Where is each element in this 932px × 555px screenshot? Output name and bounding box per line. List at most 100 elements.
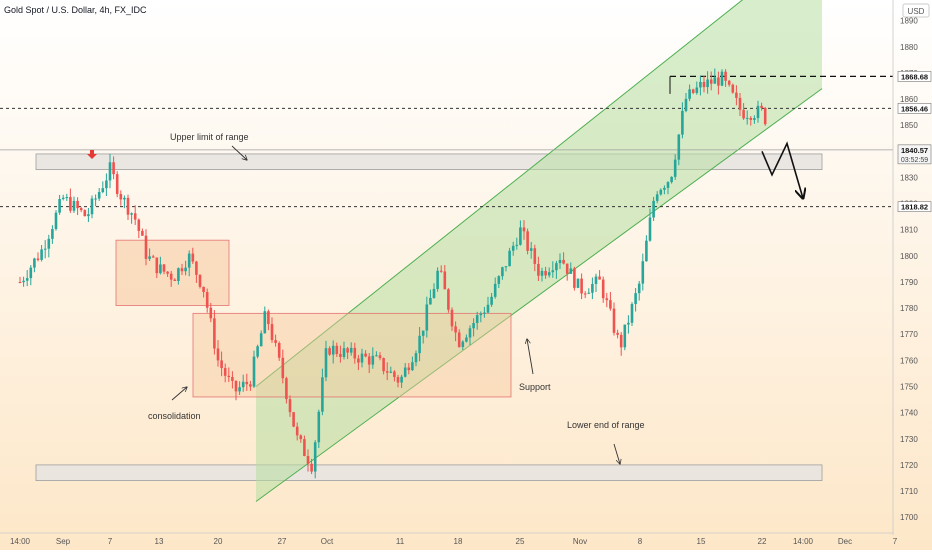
candle-body <box>479 313 483 316</box>
candle <box>724 69 727 87</box>
candle <box>321 368 324 416</box>
candle-body <box>475 315 479 323</box>
candle-body <box>205 292 209 308</box>
candle <box>148 248 151 261</box>
candle <box>522 220 526 240</box>
annotation-arrow <box>527 339 534 375</box>
candle-body <box>522 227 526 232</box>
candle <box>529 241 533 259</box>
candle <box>83 209 87 217</box>
candle <box>479 311 483 323</box>
candle-body <box>148 256 151 259</box>
candle <box>587 288 591 295</box>
candle <box>173 278 177 281</box>
candle-body <box>40 249 43 260</box>
candle-body <box>609 300 612 309</box>
candle-body <box>666 182 670 188</box>
candle <box>259 330 263 347</box>
candle <box>475 311 479 330</box>
candle <box>490 292 493 307</box>
candle-body <box>634 293 637 305</box>
candle <box>90 195 94 219</box>
candle-body <box>213 318 216 349</box>
candle <box>342 341 346 360</box>
candle <box>97 187 101 201</box>
candle-body <box>335 345 339 354</box>
candle <box>655 191 659 204</box>
candle-body <box>173 279 177 281</box>
candle <box>346 347 349 360</box>
candle <box>659 188 663 196</box>
candle-body <box>378 355 382 359</box>
candle <box>551 261 555 278</box>
candle <box>382 357 385 375</box>
price-tick-label: 1710 <box>900 487 918 496</box>
projection-path <box>761 141 803 198</box>
candle-body <box>177 268 180 281</box>
candle-body <box>389 371 393 373</box>
candle-body <box>742 109 745 119</box>
candle <box>115 171 119 198</box>
candle <box>432 283 436 299</box>
candle-body <box>465 337 468 342</box>
candle-body <box>198 274 202 287</box>
candle <box>303 435 306 457</box>
price-label-badge: 1818.82 <box>897 201 932 212</box>
currency-badge[interactable]: USD <box>902 3 930 18</box>
candle-body <box>681 110 684 135</box>
candle-body <box>371 355 375 365</box>
candle <box>353 342 357 364</box>
price-label-box <box>897 201 932 212</box>
candle <box>105 173 108 197</box>
price-tick-label: 1780 <box>900 304 918 313</box>
candle-body <box>490 296 493 305</box>
candle <box>454 321 457 342</box>
candle-body <box>436 270 439 289</box>
candle-body <box>648 217 652 241</box>
candle <box>288 395 292 417</box>
candle <box>645 235 648 262</box>
candle <box>33 257 36 273</box>
time-axis[interactable]: 14:00 Sep 7 13 20 27 Oct 11 18 25 Nov 8 15 22 14:00 Dec… <box>0 532 898 546</box>
candle-body <box>547 272 551 276</box>
candle-body <box>630 304 634 323</box>
candle <box>403 363 407 378</box>
candle <box>61 194 65 201</box>
candle-body <box>382 358 385 372</box>
candle-body <box>202 286 205 293</box>
candle <box>252 350 256 389</box>
candle-body <box>270 324 274 341</box>
candle-body <box>454 326 457 333</box>
candle <box>706 71 709 94</box>
candle-body <box>241 381 245 388</box>
horizontal-levels <box>0 75 893 208</box>
candle <box>605 292 609 308</box>
candle-body <box>58 199 61 213</box>
candle-body <box>670 176 673 183</box>
candle-body <box>407 367 411 371</box>
candle <box>684 93 688 113</box>
candle-body <box>76 200 79 209</box>
price-axis[interactable]: 1700 1710 1720 1730 1740 1750 1760 1770 1780 1790… <box>892 0 918 535</box>
annotation-label: consolidation <box>148 411 201 421</box>
candle-body <box>637 283 641 294</box>
candle <box>69 188 72 213</box>
candle <box>371 347 375 369</box>
time-tick-label: 14:00 <box>793 537 814 546</box>
candle-body <box>691 89 695 93</box>
candle-body <box>457 332 461 348</box>
candle <box>238 381 241 395</box>
candle <box>616 329 619 339</box>
candle-body <box>601 279 605 299</box>
candle-body <box>252 356 256 387</box>
candle-body <box>108 162 112 181</box>
candle-body <box>328 348 331 355</box>
candle-body <box>223 368 227 376</box>
candle-body <box>310 463 313 472</box>
candle-body <box>339 353 342 357</box>
candle <box>717 71 720 95</box>
candle-body <box>36 258 40 260</box>
candle-body <box>443 271 447 290</box>
candle-body <box>652 200 655 218</box>
